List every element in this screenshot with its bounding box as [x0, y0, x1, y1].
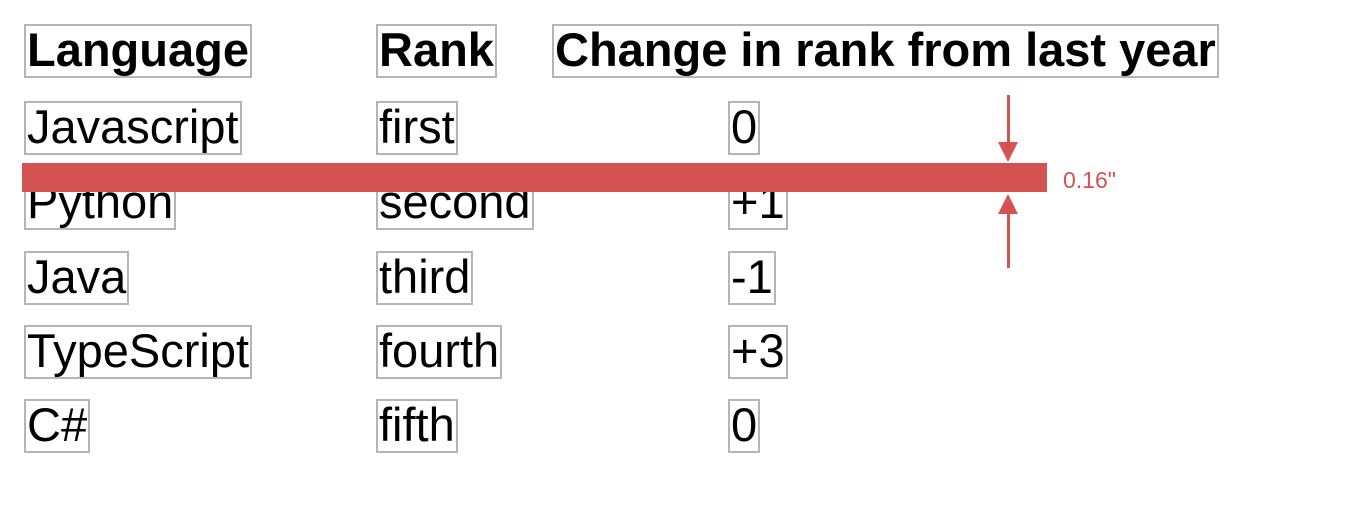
- cell-change: 0: [728, 101, 761, 155]
- measurement-bar: [22, 163, 1047, 192]
- cell-change: -1: [728, 251, 776, 305]
- cell-rank: third: [376, 251, 474, 305]
- header-rank: Rank: [376, 24, 497, 78]
- cell-rank: fourth: [376, 325, 503, 379]
- cell-rank: first: [376, 101, 458, 155]
- cell-language: Java: [24, 251, 130, 305]
- measurement-arrow-bottom-line: [1007, 213, 1010, 268]
- cell-language: Javascript: [24, 101, 242, 155]
- measurement-arrow-top-line: [1007, 95, 1010, 143]
- cell-language: C#: [24, 399, 91, 453]
- arrow-down-icon: [998, 142, 1018, 162]
- cell-change: 0: [728, 399, 761, 453]
- cell-language: TypeScript: [24, 325, 253, 379]
- header-language: Language: [24, 24, 252, 78]
- header-change: Change in rank from last year: [552, 24, 1219, 78]
- cell-rank: fifth: [376, 399, 458, 453]
- arrow-up-icon: [998, 194, 1018, 214]
- measurement-label: 0.16": [1063, 167, 1116, 193]
- cell-change: +3: [728, 325, 788, 379]
